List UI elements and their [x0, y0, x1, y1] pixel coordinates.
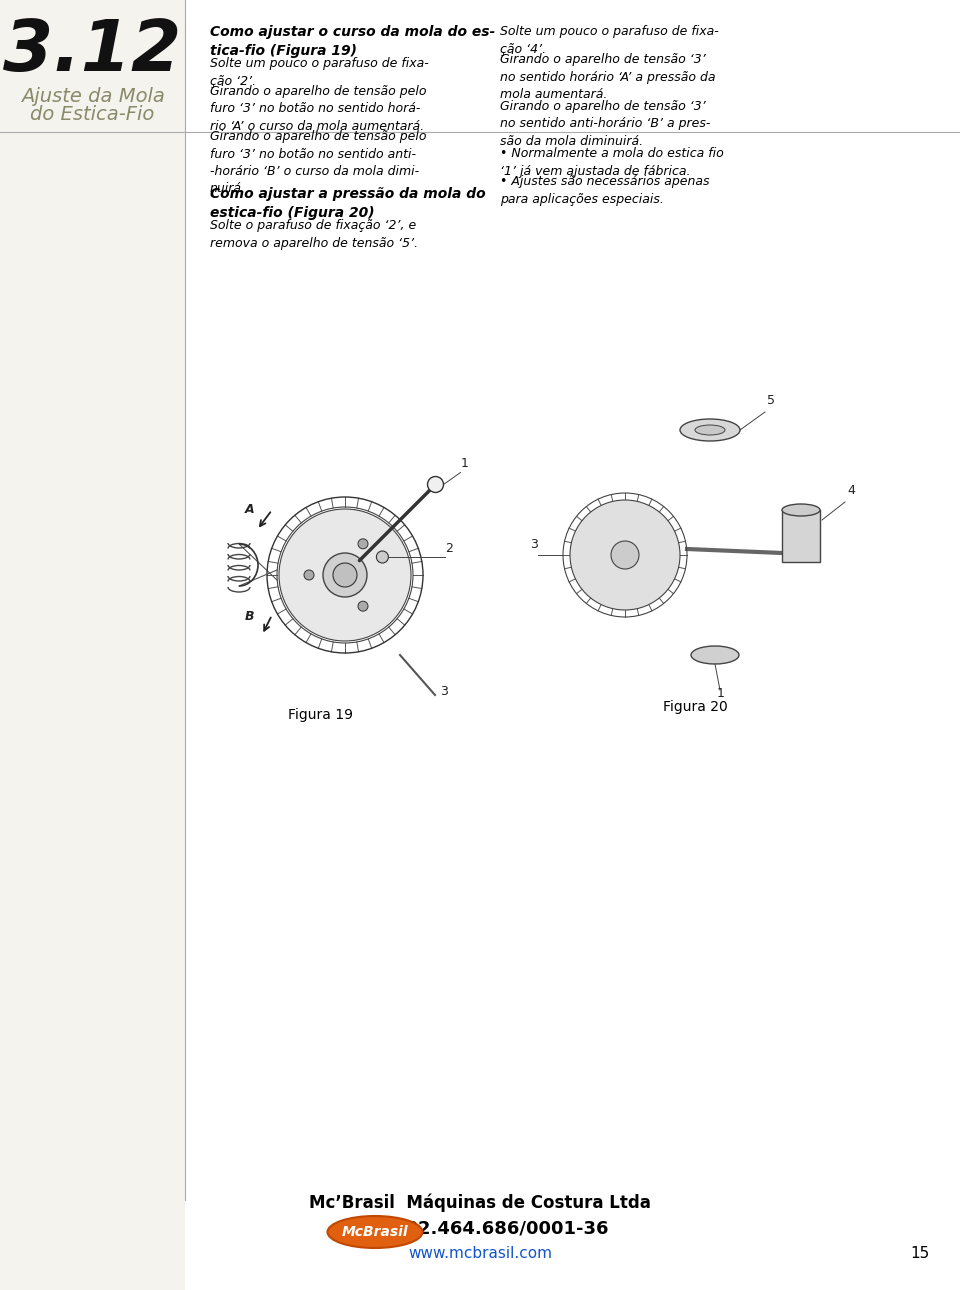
Ellipse shape: [695, 424, 725, 435]
Text: 3: 3: [440, 685, 448, 698]
Circle shape: [570, 501, 680, 610]
Text: Como ajustar o curso da mola do es-
tica-fio (Figura 19): Como ajustar o curso da mola do es- tica…: [210, 25, 495, 58]
Text: 5: 5: [767, 393, 775, 408]
Text: Girando o aparelho de tensão ‘3’
no sentido horário ‘A’ a pressão da
mola aument: Girando o aparelho de tensão ‘3’ no sent…: [500, 53, 715, 101]
Ellipse shape: [327, 1216, 422, 1247]
Text: Ajuste da Mola: Ajuste da Mola: [20, 86, 164, 106]
Text: • Normalmente a mola do estica fio
‘1’ já vem ajustada de fábrica.: • Normalmente a mola do estica fio ‘1’ j…: [500, 147, 724, 178]
Text: 1: 1: [461, 458, 468, 471]
Text: Figura 20: Figura 20: [662, 700, 728, 713]
Circle shape: [323, 553, 367, 597]
Ellipse shape: [680, 419, 740, 441]
Text: do Estica-Fio: do Estica-Fio: [31, 104, 155, 124]
Text: 1: 1: [717, 688, 725, 700]
Text: Mc’Brasil  Máquinas de Costura Ltda: Mc’Brasil Máquinas de Costura Ltda: [309, 1193, 651, 1211]
Text: Girando o aparelho de tensão ‘3’
no sentido anti-horário ‘B’ a pres-
são da mola: Girando o aparelho de tensão ‘3’ no sent…: [500, 101, 710, 148]
Circle shape: [333, 562, 357, 587]
Circle shape: [358, 601, 368, 611]
Circle shape: [376, 551, 389, 562]
Text: 15: 15: [911, 1246, 930, 1262]
Text: 2: 2: [445, 542, 453, 555]
Text: 3: 3: [530, 538, 538, 551]
Text: Solte um pouco o parafuso de fixa-
ção ‘2’.: Solte um pouco o parafuso de fixa- ção ‘…: [210, 57, 429, 88]
Text: McBrasil: McBrasil: [342, 1226, 408, 1238]
Ellipse shape: [782, 504, 820, 516]
Circle shape: [279, 510, 411, 641]
Text: Girando o aparelho de tensão pelo
furo ‘3’ no botão no sentido horá-
rio ‘A’ o c: Girando o aparelho de tensão pelo furo ‘…: [210, 85, 426, 133]
Text: A: A: [245, 503, 254, 516]
Text: Figura 19: Figura 19: [287, 708, 352, 722]
Circle shape: [611, 541, 639, 569]
Text: Como ajustar a pressão da mola do
estica-fio (Figura 20): Como ajustar a pressão da mola do estica…: [210, 187, 486, 221]
Text: Girando o aparelho de tensão pelo
furo ‘3’ no botão no sentido anti-
-horário ‘B: Girando o aparelho de tensão pelo furo ‘…: [210, 130, 426, 196]
Text: 4: 4: [847, 484, 854, 497]
Text: CNPJ 82.464.686/0001-36: CNPJ 82.464.686/0001-36: [351, 1220, 609, 1238]
Text: Solte um pouco o parafuso de fixa-
ção ‘4’.: Solte um pouco o parafuso de fixa- ção ‘…: [500, 25, 719, 55]
Bar: [782, 510, 820, 562]
Text: www.mcbrasil.com: www.mcbrasil.com: [408, 1246, 552, 1262]
Text: B: B: [245, 610, 254, 623]
Circle shape: [427, 476, 444, 493]
Text: 3.12: 3.12: [4, 18, 181, 86]
Text: • Ajustes são necessários apenas
para aplicações especiais.: • Ajustes são necessários apenas para ap…: [500, 175, 709, 205]
Ellipse shape: [691, 646, 739, 664]
Text: Solte o parafuso de fixação ‘2’, e
remova o aparelho de tensão ‘5’.: Solte o parafuso de fixação ‘2’, e remov…: [210, 219, 419, 249]
Circle shape: [304, 570, 314, 580]
Circle shape: [358, 539, 368, 548]
Bar: [0, 0, 185, 1290]
